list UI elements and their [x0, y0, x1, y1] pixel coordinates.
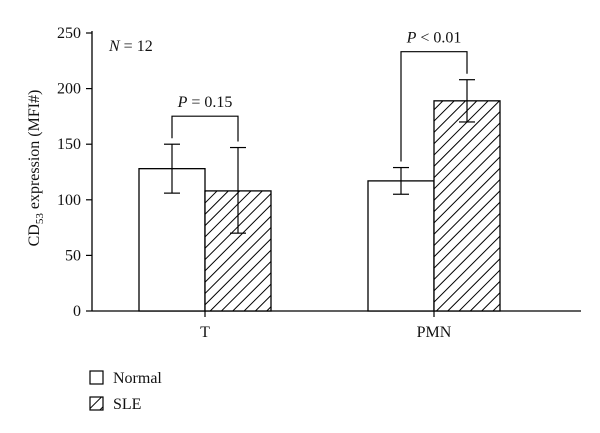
x-tick-label-1: PMN — [417, 324, 452, 341]
p-value-label-t: P = 0.15 — [177, 94, 233, 111]
legend-swatch-normal — [89, 370, 104, 385]
y-axis-label-subscript: 53 — [34, 213, 46, 225]
significance-bracket-pmn — [400, 51, 468, 162]
bar-sle-t — [204, 190, 272, 312]
bar-sle-pmn — [433, 100, 501, 312]
y-tick-label-3: 150 — [57, 136, 81, 153]
bar-normal-pmn — [367, 180, 435, 312]
p-value-label-pmn: P < 0.01 — [406, 30, 462, 47]
y-axis-label: CD53 expression (MFI#) — [26, 90, 46, 247]
y-axis-label-prefix: CD — [26, 224, 43, 246]
sample-size-symbol: N — [108, 38, 121, 55]
p-symbol-pmn: P — [406, 30, 417, 47]
y-tick-label-5: 250 — [57, 25, 81, 42]
significance-bracket-t — [171, 115, 239, 142]
legend-label-normal: Normal — [113, 370, 162, 387]
y-axis-label-suffix: expression (MFI#) — [26, 90, 43, 214]
legend: Normal SLE — [89, 370, 162, 413]
p-value-t: = 0.15 — [187, 94, 232, 111]
y-tick-label-0: 0 — [73, 303, 81, 320]
legend-swatch-sle — [89, 396, 104, 411]
sample-size-label: N = 12 — [108, 38, 153, 55]
y-tick-label-4: 200 — [57, 81, 81, 98]
y-tick-label-2: 100 — [57, 192, 81, 209]
p-symbol-t: P — [177, 94, 188, 111]
y-tick-label-1: 50 — [65, 247, 81, 264]
x-tick-label-0: T — [200, 324, 210, 341]
sample-size-value: = 12 — [120, 38, 153, 55]
legend-label-sle: SLE — [113, 396, 141, 413]
p-value-pmn: < 0.01 — [416, 30, 461, 47]
